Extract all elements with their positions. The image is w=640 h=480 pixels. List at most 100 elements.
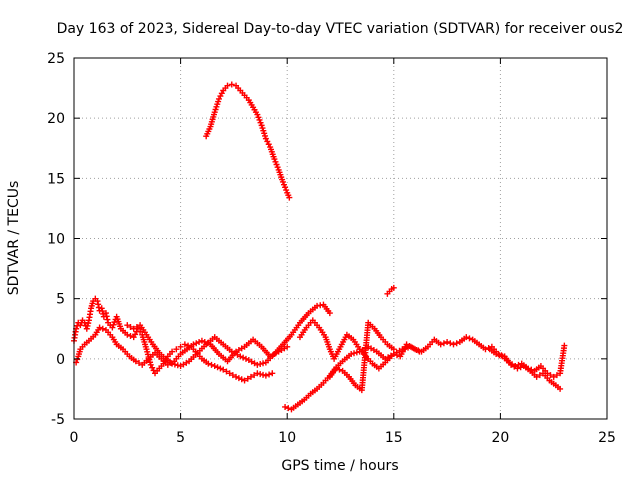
data-point [198,337,205,344]
data-point [211,363,218,370]
series-arc-2 [73,324,291,368]
data-point [205,360,212,367]
data-point [437,341,444,348]
data-point [444,338,451,345]
data-point [351,350,358,357]
data-point [226,370,233,377]
x-tick-label: 0 [70,430,79,446]
series-arc-4 [203,81,293,201]
data-point [553,372,560,379]
data-point [136,360,143,367]
data-point [99,325,106,332]
data-point [402,345,409,352]
data-point [124,322,131,329]
data-point [260,371,267,378]
data-point [547,372,554,379]
data-point [193,340,200,347]
data-point [104,316,111,323]
data-point [169,360,176,367]
data-point [254,370,261,377]
data-point [272,158,279,165]
data-point [450,341,457,348]
data-point [348,351,355,358]
points-layer [71,81,568,413]
y-tick-label: 10 [47,232,65,248]
data-point [416,348,423,355]
data-point [127,332,134,339]
data-point [240,354,247,361]
series-arc-1 [71,295,276,384]
data-point [171,361,178,368]
x-tick-label: 5 [176,430,185,446]
series-arc-7 [326,319,397,394]
data-point [130,325,137,332]
data-point [173,346,180,353]
data-point [237,353,244,360]
data-point [238,376,245,383]
data-point [224,82,231,89]
data-point [223,368,230,375]
data-point [228,81,235,88]
y-tick-label: 20 [47,111,65,127]
data-point [98,305,105,312]
data-point [326,310,333,317]
data-point [405,344,412,351]
data-point [505,359,512,366]
data-point [390,346,397,353]
y-tick-label: 15 [47,171,65,187]
data-point [254,111,261,118]
data-point [174,362,181,369]
data-point [390,284,397,291]
y-tick-label: 25 [47,51,65,67]
data-point [336,366,343,373]
data-point [528,366,535,373]
data-point [84,322,91,329]
data-point [399,346,406,353]
data-point [262,372,269,379]
data-point [233,373,240,380]
data-point [282,184,289,191]
data-point [453,340,460,347]
data-point [241,377,248,384]
data-point [244,375,251,382]
data-point [466,335,473,342]
data-point [463,334,470,341]
data-point [333,365,340,372]
data-point [353,349,360,356]
data-point [95,304,102,311]
data-point [229,372,236,379]
data-point [282,403,289,410]
data-point [493,351,500,358]
data-point [196,338,203,345]
data-point [94,298,101,305]
data-point [550,373,557,380]
data-point [251,372,258,379]
data-point [109,324,116,331]
data-point [235,375,242,382]
data-point [273,161,280,168]
data-point [533,373,540,380]
data-point [85,320,92,327]
data-point [99,308,106,315]
data-point [177,343,184,350]
x-tick-label: 20 [491,430,509,446]
data-point [512,363,519,370]
data-point [286,194,293,201]
data-point [190,341,197,348]
data-point [103,313,110,320]
data-point [242,355,249,362]
x-tick-label: 10 [278,430,296,446]
ticks-layer: 0 5 10 15 20 25 -5 0 5 10 15 20 25 [47,51,616,446]
x-tick-label: 15 [385,430,403,446]
data-point [283,187,290,194]
y-axis-label: SDTVAR / TECUs [6,181,22,296]
data-point [255,114,262,121]
x-axis-label: GPS time / hours [281,458,398,474]
data-point [181,341,188,348]
data-point [269,370,276,377]
data-point [257,361,264,368]
y-tick-label: 5 [56,292,65,308]
data-point [257,119,264,126]
data-point [557,385,564,392]
